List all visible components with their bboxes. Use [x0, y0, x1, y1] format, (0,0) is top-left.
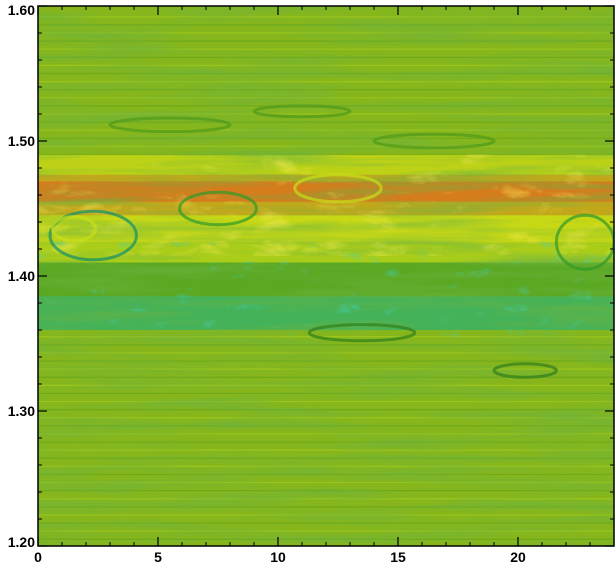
y-tick-label: 1.60 — [8, 2, 35, 18]
heatmap-texture-cyan — [38, 242, 614, 337]
x-tick-label: 5 — [154, 549, 162, 565]
heatmap-vortex — [554, 213, 614, 271]
heatmap-vortex — [252, 104, 352, 119]
heatmap-vortex — [108, 116, 232, 134]
x-axis: 0 5 10 15 20 — [34, 6, 615, 565]
x-tick-label: 15 — [390, 549, 406, 565]
y-axis: 1.20 1.30 1.40 1.50 1.60 — [8, 2, 614, 550]
y-tick-label: 1.50 — [8, 133, 35, 149]
y-tick-label: 1.30 — [8, 403, 35, 419]
heatmap-vortex — [372, 132, 496, 150]
heatmap-vortex — [48, 209, 138, 262]
heatmap-field — [38, 6, 614, 546]
heatmap-vortex — [492, 362, 558, 379]
x-tick-label: 10 — [270, 549, 286, 565]
heatmap-vortex — [307, 323, 417, 343]
x-tick-label: 20 — [510, 549, 526, 565]
y-tick-label: 1.20 — [8, 534, 35, 550]
heatmap-vortex — [293, 173, 383, 204]
x-tick-label: 0 — [34, 549, 42, 565]
y-tick-label: 1.40 — [8, 268, 35, 284]
heatmap-texture-warm — [38, 154, 614, 256]
heatmap-vortex — [178, 190, 258, 227]
heatmap-vortex — [50, 215, 98, 243]
heatmap-vortices — [48, 104, 614, 379]
